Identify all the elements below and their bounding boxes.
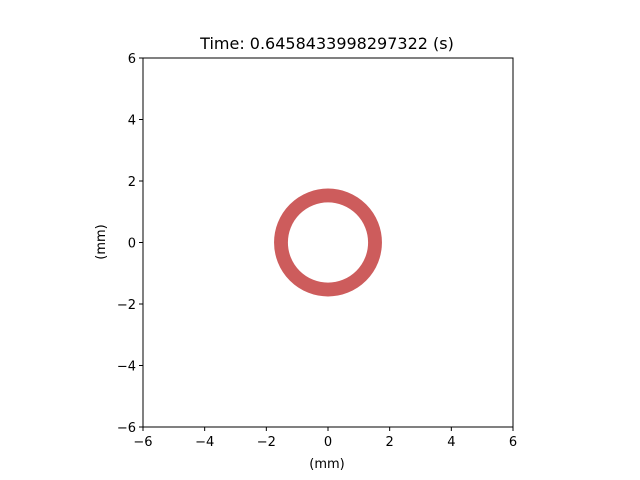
plot-area bbox=[142, 57, 514, 428]
x-tick-label: −4 bbox=[195, 435, 214, 450]
x-tick-label: −2 bbox=[257, 435, 276, 450]
x-tick-label: −6 bbox=[133, 435, 152, 450]
y-tick-label: 4 bbox=[128, 114, 136, 129]
y-tick-label: 0 bbox=[128, 237, 136, 252]
axes-frame bbox=[142, 57, 514, 428]
y-tick-label: 2 bbox=[128, 175, 136, 190]
y-tick-label: −4 bbox=[117, 360, 136, 375]
chart-title: Time: 0.6458433998297322 (s) bbox=[199, 34, 454, 53]
annulus-shape-0 bbox=[274, 188, 382, 297]
axis-ticks: −6 −4 −2 0 2 4 6 −6 −4 −2 0 2 4 6 bbox=[117, 52, 517, 450]
x-tick-label: 2 bbox=[386, 435, 394, 450]
x-tick-label: 6 bbox=[509, 435, 517, 450]
y-tick-label: −2 bbox=[117, 298, 136, 313]
x-tick-label: 4 bbox=[447, 435, 455, 450]
x-tick-label: 0 bbox=[324, 435, 332, 450]
y-axis-label: (mm) bbox=[94, 224, 109, 259]
y-tick-label: 6 bbox=[128, 52, 136, 67]
x-axis-label: (mm) bbox=[309, 457, 344, 472]
y-tick-label: −6 bbox=[117, 421, 136, 436]
